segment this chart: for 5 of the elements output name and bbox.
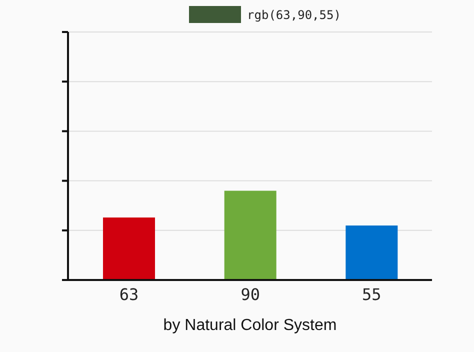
data-label: 55 [362,285,382,304]
text: rgb(63,90,55) [247,8,341,22]
data-label: 90 [240,285,260,304]
x-axis-title: by Natural Color System [163,317,337,334]
data-label: 63 [119,285,139,304]
